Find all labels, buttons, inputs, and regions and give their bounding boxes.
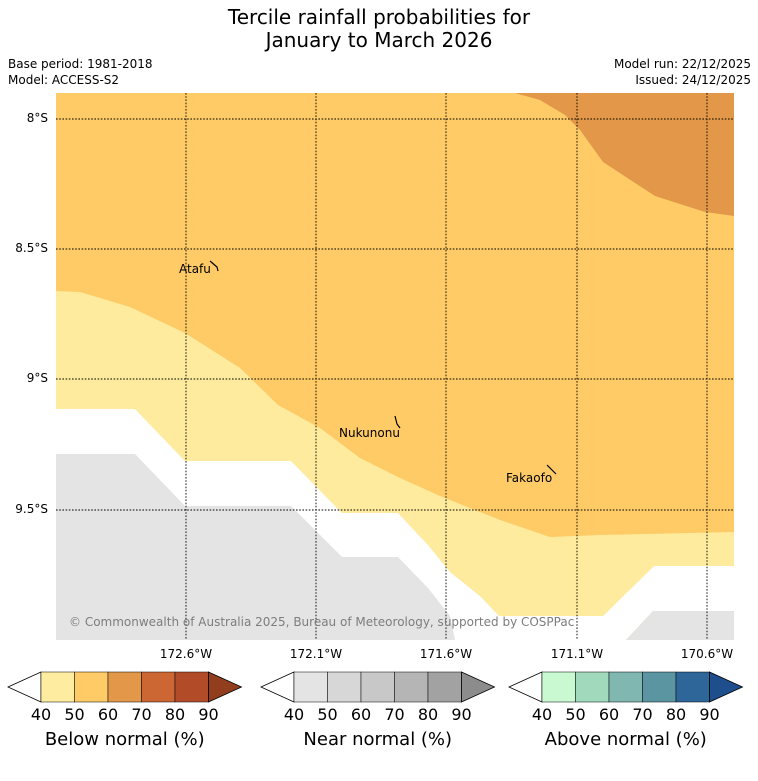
legend-below-label: Below normal (%) bbox=[44, 729, 205, 750]
legend-above-tick: 90 bbox=[699, 705, 720, 724]
legend-near-normal-colorbar bbox=[260, 671, 496, 703]
legend-above-swatch-1 bbox=[541, 671, 576, 703]
legend-below-swatch-5 bbox=[174, 671, 209, 703]
nukunonu-outline bbox=[394, 415, 401, 429]
legend-above-swatch-3 bbox=[608, 671, 643, 703]
legend-near-swatch-5 bbox=[427, 671, 462, 703]
region-below-60-70 bbox=[515, 93, 734, 216]
map-title-line1: Tercile rainfall probabilities for bbox=[227, 5, 531, 29]
legend-below-swatch-2 bbox=[74, 671, 109, 703]
legend-below-tick: 60 bbox=[97, 705, 119, 724]
region-below-40-50 bbox=[56, 291, 734, 616]
lon-label-171-6w: 171.6°W bbox=[419, 647, 473, 661]
issued-date: Issued: 24/12/2025 bbox=[635, 73, 751, 87]
legend-above-swatch-5 bbox=[675, 671, 710, 703]
legend-above-swatch-2 bbox=[575, 671, 610, 703]
legend-near-tick: 40 bbox=[283, 705, 305, 724]
legend-above-tick: 40 bbox=[531, 705, 553, 724]
legend-near-tick: 60 bbox=[350, 705, 372, 724]
legend-above-normal-colorbar bbox=[508, 671, 744, 703]
legend-below-tick: 50 bbox=[64, 705, 85, 724]
legend-below-tick: 90 bbox=[198, 705, 219, 724]
model-name: Model: ACCESS-S2 bbox=[8, 73, 120, 87]
copyright-notice: © Commonwealth of Australia 2025, Bureau… bbox=[69, 615, 574, 629]
legend-above-swatch-4 bbox=[642, 671, 677, 703]
legend-above-tick: 70 bbox=[632, 705, 653, 724]
model-run: Model run: 22/12/2025 bbox=[613, 57, 751, 71]
atafu-outline bbox=[209, 260, 219, 272]
legend-near-swatch-1 bbox=[293, 671, 328, 703]
legend-above-over-triangle bbox=[709, 671, 744, 703]
legend-near-under-triangle bbox=[260, 671, 295, 703]
fakaofo-outline bbox=[546, 464, 557, 475]
legend-above-tick: 80 bbox=[665, 705, 687, 724]
base-period: Base period: 1981-2018 bbox=[8, 57, 153, 71]
place-nukunonu: Nukunonu bbox=[339, 426, 400, 440]
lat-label-8-5s: 8.5°S bbox=[15, 241, 48, 255]
legend-below-swatch-4 bbox=[141, 671, 176, 703]
legend-above-tick: 50 bbox=[565, 705, 586, 724]
legend-below-tick: 40 bbox=[30, 705, 52, 724]
legend-below-over-triangle bbox=[208, 671, 243, 703]
lat-label-8s: 8°S bbox=[26, 111, 48, 125]
legend-near-swatch-2 bbox=[327, 671, 362, 703]
legend-near-tick: 80 bbox=[417, 705, 439, 724]
legend-below-swatch-1 bbox=[40, 671, 75, 703]
legend-below-normal-colorbar bbox=[7, 671, 243, 703]
legend-near-tick: 90 bbox=[451, 705, 472, 724]
legend-below-swatch-3 bbox=[107, 671, 142, 703]
legend-above-under-triangle bbox=[508, 671, 543, 703]
lon-label-172-6w: 172.6°W bbox=[159, 647, 213, 661]
legend-above-label: Above normal (%) bbox=[544, 729, 707, 750]
lon-label-171-1w: 171.1°W bbox=[550, 647, 604, 661]
legend-above-tick: 60 bbox=[598, 705, 620, 724]
legend-near-label: Near normal (%) bbox=[303, 729, 453, 750]
lon-label-170-6w: 170.6°W bbox=[680, 647, 734, 661]
place-atafu: Atafu bbox=[179, 262, 211, 276]
region-near-normal-south bbox=[56, 454, 455, 640]
legend-below-tick: 70 bbox=[131, 705, 152, 724]
lon-label-172-1w: 172.1°W bbox=[289, 647, 343, 661]
place-fakaofo: Fakaofo bbox=[506, 471, 552, 485]
legend-below-tick: 80 bbox=[164, 705, 186, 724]
legend-near-tick: 70 bbox=[384, 705, 405, 724]
legend-near-swatch-4 bbox=[394, 671, 429, 703]
map-title-line2: January to March 2026 bbox=[265, 28, 493, 52]
legend-near-tick: 50 bbox=[317, 705, 338, 724]
graticule bbox=[56, 93, 734, 640]
lat-label-9-5s: 9.5°S bbox=[15, 502, 48, 516]
legend-near-over-triangle bbox=[461, 671, 496, 703]
legend-near-swatch-3 bbox=[360, 671, 395, 703]
lat-label-9s: 9°S bbox=[26, 371, 48, 385]
legend-below-under-triangle bbox=[7, 671, 42, 703]
